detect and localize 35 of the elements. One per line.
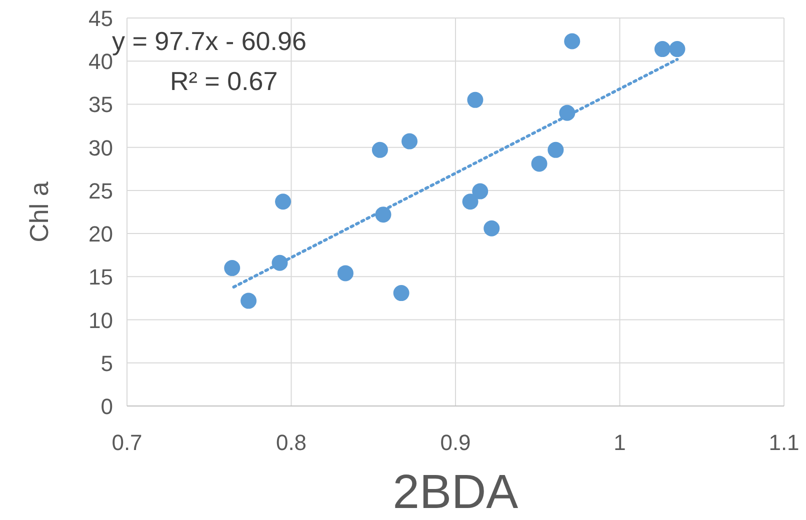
point <box>372 142 388 158</box>
x-tick-label: 0.8 <box>276 430 307 455</box>
y-tick-label: 15 <box>88 264 113 290</box>
point <box>472 183 488 200</box>
point <box>462 194 478 210</box>
y-tick-label: 35 <box>88 92 113 118</box>
point <box>240 292 257 309</box>
y-tick-label: 25 <box>88 178 113 204</box>
point <box>548 142 564 158</box>
x-tick-label: 0.9 <box>440 430 471 455</box>
y-tick-label: 0 <box>100 394 113 419</box>
annotation: R² = 0.67 <box>170 66 278 96</box>
point <box>402 133 418 150</box>
point <box>275 194 292 210</box>
point <box>224 260 240 276</box>
x-tick-label: 1 <box>614 430 626 455</box>
point <box>654 41 670 58</box>
point <box>484 220 500 236</box>
annotation: y = 97.7x - 60.96 <box>112 26 306 56</box>
x-axis-title: 2BDA <box>392 466 518 519</box>
y-axis-title: Chl a <box>24 181 54 242</box>
point <box>467 92 484 108</box>
y-tick-label: 20 <box>88 222 113 247</box>
y-tick-label: 5 <box>100 350 113 376</box>
point <box>669 41 686 58</box>
point <box>393 285 410 302</box>
x-tick-label: 1.1 <box>768 430 800 455</box>
y-tick-label: 30 <box>88 135 113 160</box>
y-tick-label: 45 <box>88 6 113 31</box>
x-tick-label: 0.7 <box>112 430 142 455</box>
point <box>564 33 580 50</box>
point <box>337 265 354 282</box>
point <box>531 156 548 172</box>
y-tick-label: 10 <box>88 308 113 333</box>
y-tick-label: 40 <box>88 49 113 74</box>
